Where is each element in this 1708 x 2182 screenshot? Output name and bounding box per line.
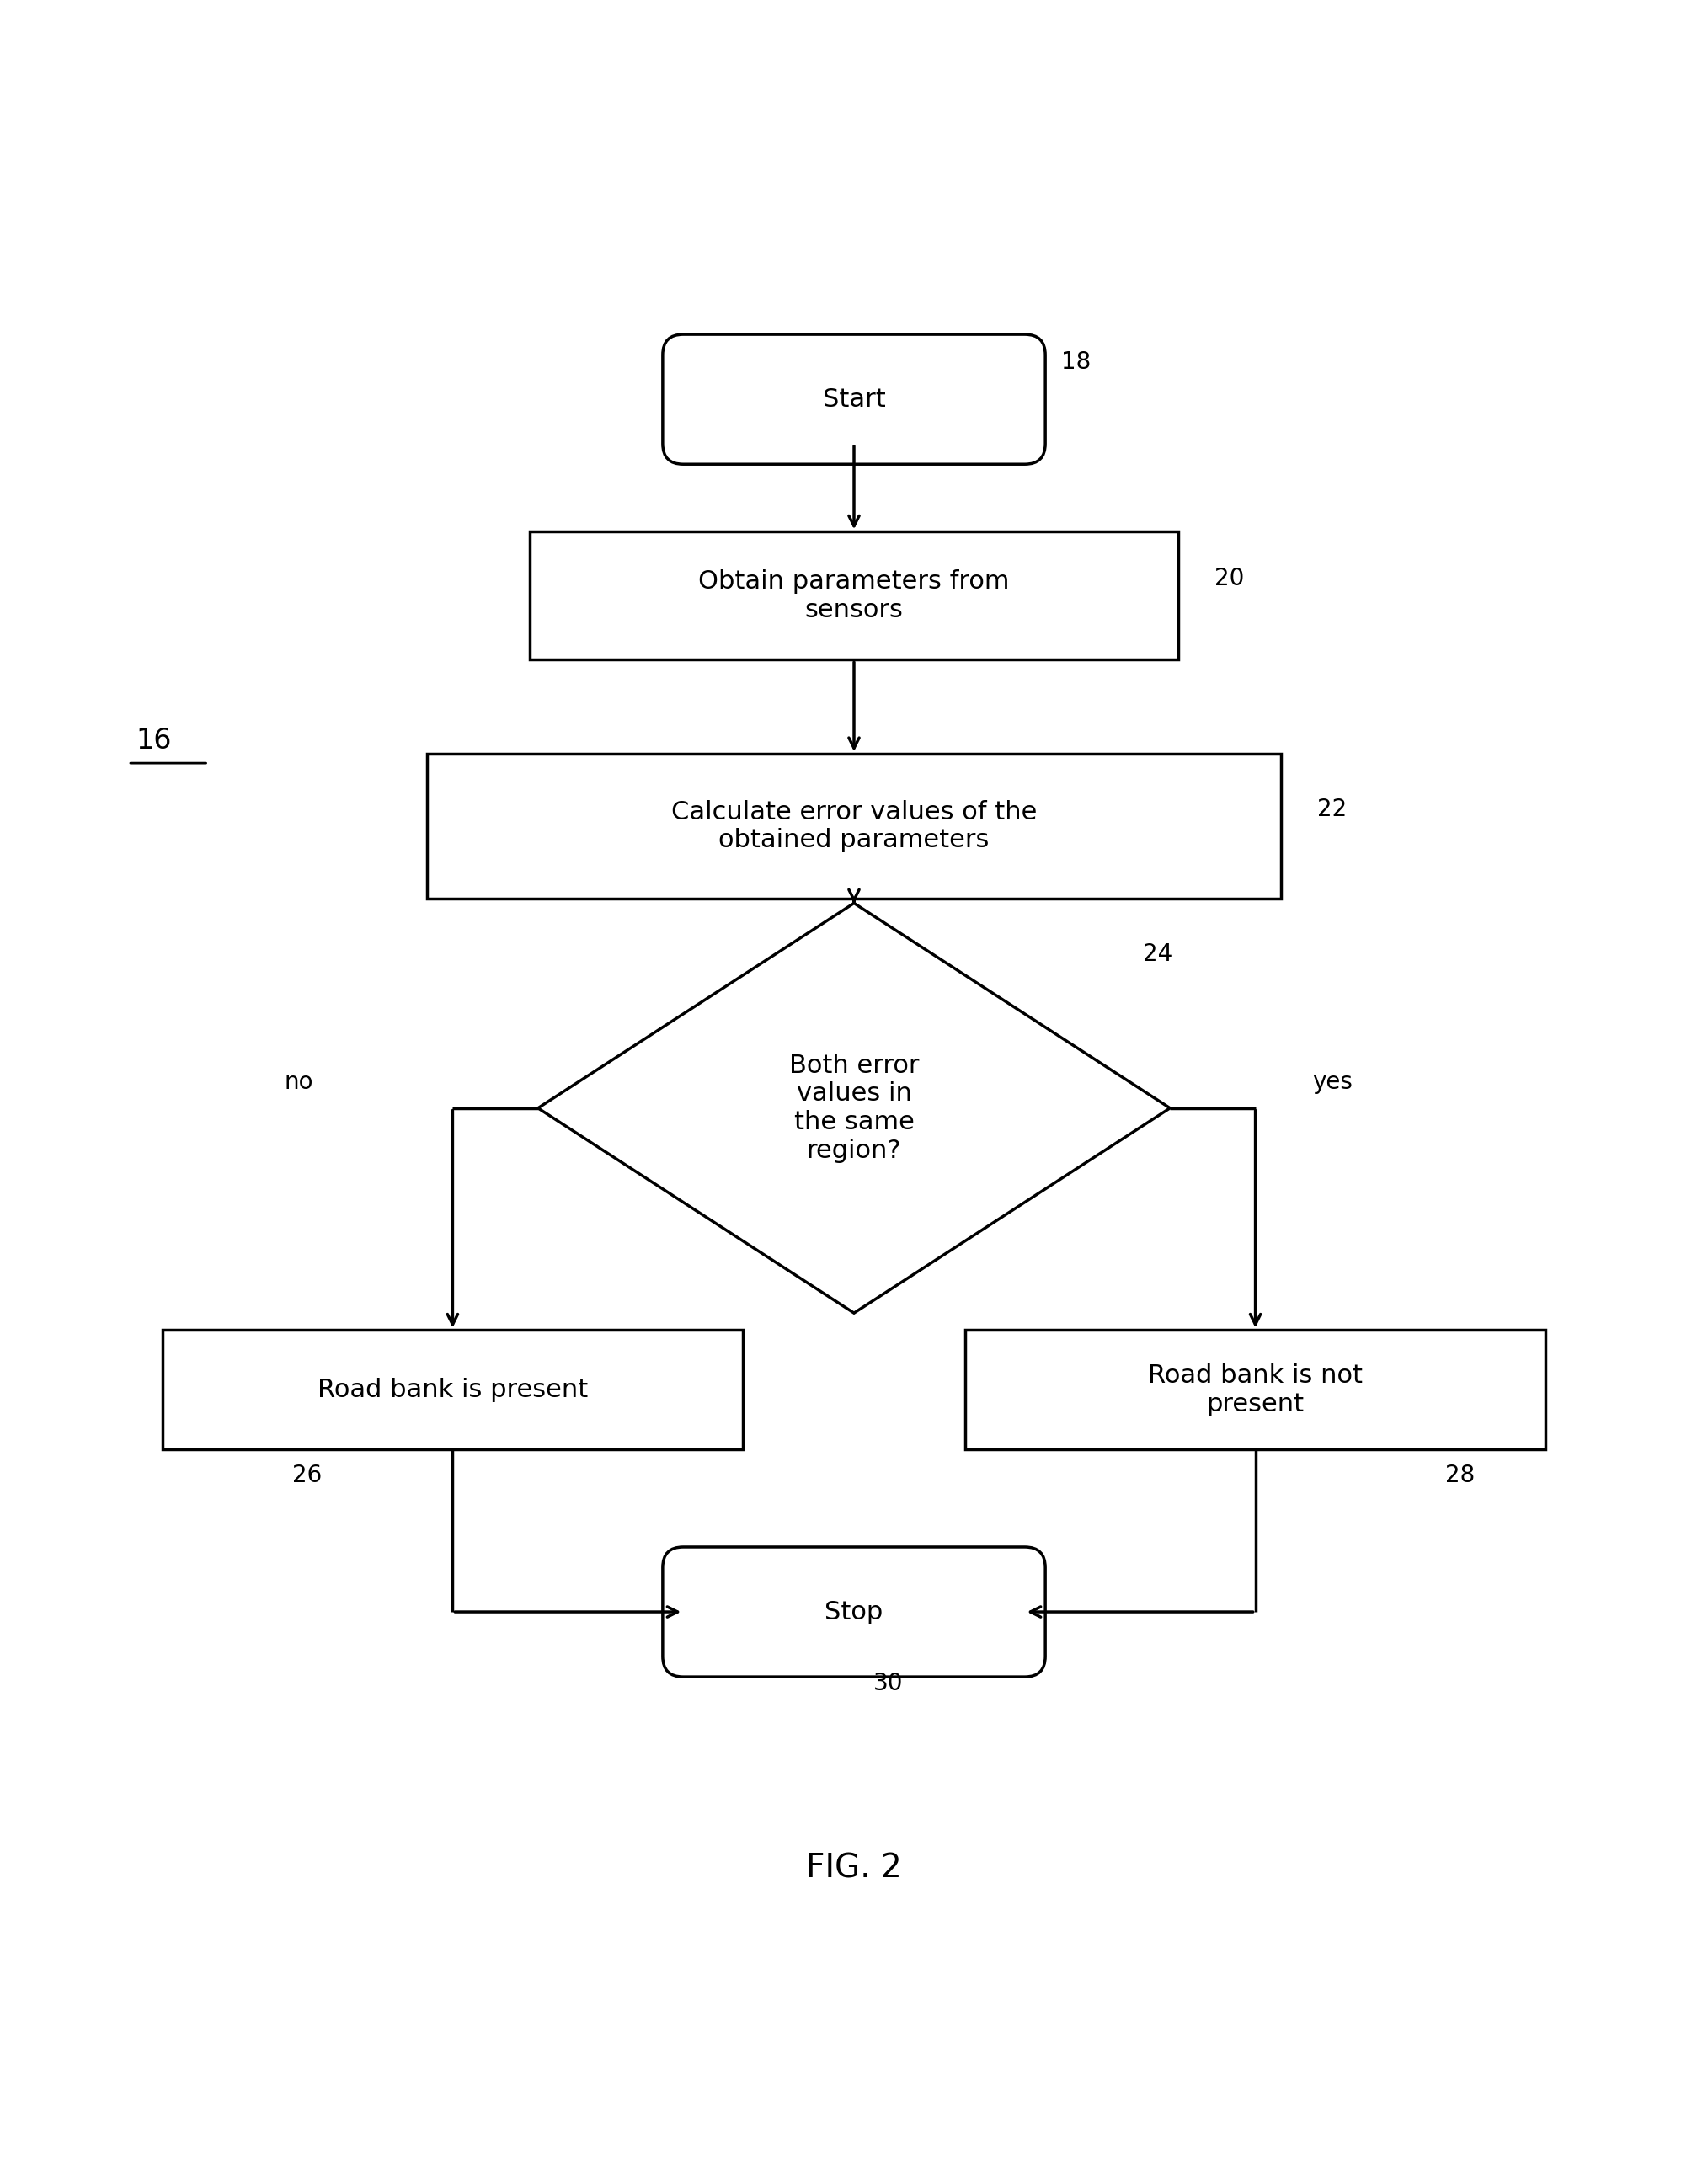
Text: Calculate error values of the
obtained parameters: Calculate error values of the obtained p… (671, 801, 1037, 853)
Text: Road bank is not
present: Road bank is not present (1148, 1364, 1363, 1416)
Text: yes: yes (1312, 1071, 1353, 1093)
Bar (427, 753, 1281, 899)
FancyBboxPatch shape (663, 1547, 1045, 1676)
Bar (965, 1331, 1546, 1449)
Text: Start: Start (823, 386, 885, 412)
Text: 24: 24 (1143, 943, 1173, 967)
Text: FIG. 2: FIG. 2 (806, 1853, 902, 1883)
Polygon shape (538, 903, 1170, 1314)
Text: Both error
values in
the same
region?: Both error values in the same region? (789, 1054, 919, 1163)
Text: 28: 28 (1445, 1464, 1476, 1488)
Bar (529, 532, 1179, 659)
Text: Stop: Stop (825, 1599, 883, 1623)
Bar (162, 1331, 743, 1449)
Text: Road bank is present: Road bank is present (318, 1377, 588, 1403)
Text: 26: 26 (292, 1464, 323, 1488)
Text: 22: 22 (1317, 796, 1348, 820)
Text: no: no (284, 1071, 314, 1093)
Text: 16: 16 (137, 727, 171, 755)
Text: 20: 20 (1214, 567, 1245, 591)
Text: 30: 30 (873, 1671, 904, 1695)
Text: Obtain parameters from
sensors: Obtain parameters from sensors (699, 570, 1009, 622)
Text: 18: 18 (1061, 349, 1091, 373)
FancyBboxPatch shape (663, 334, 1045, 465)
